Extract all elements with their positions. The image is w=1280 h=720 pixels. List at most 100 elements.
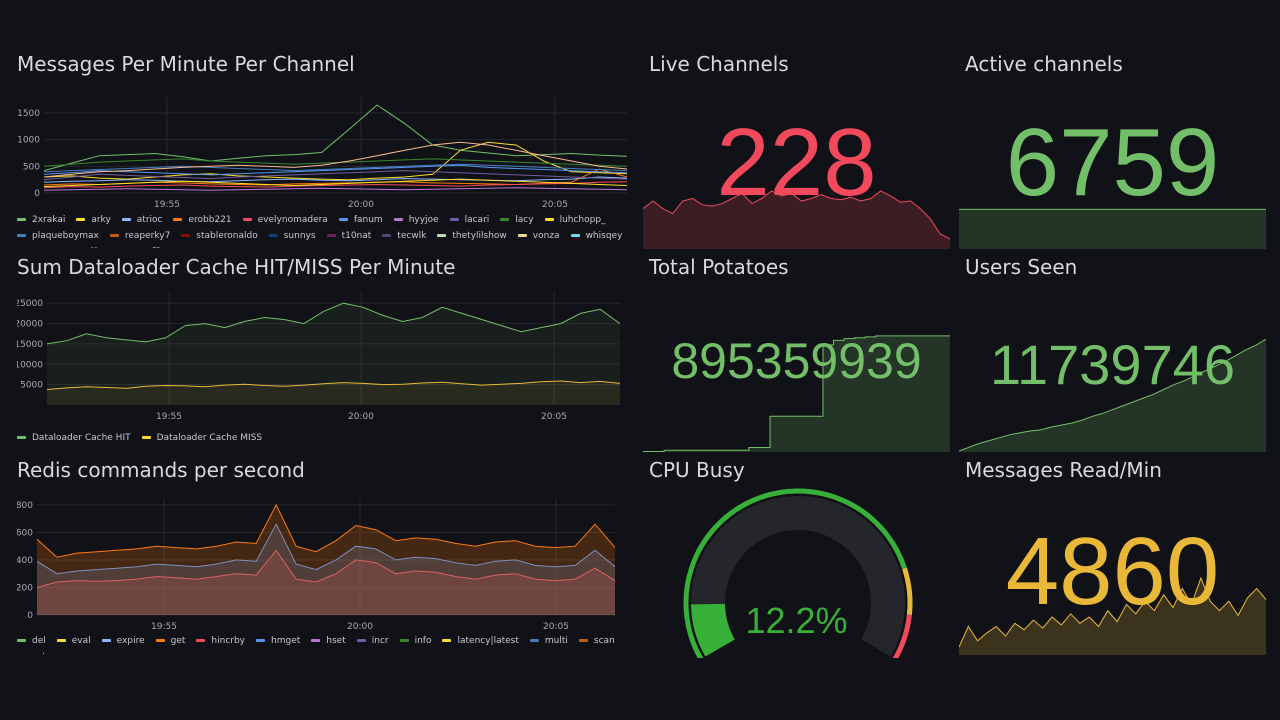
panel-title: Users Seen: [965, 255, 1078, 279]
series-line-get: [36, 503, 616, 558]
legend-item-plaqueboymax[interactable]: plaqueboymax: [17, 228, 99, 244]
legend-swatch: [517, 234, 527, 237]
cache-chart[interactable]: 5000 10000 15000 20000 25000 19:55 20:00 20:05: [17, 255, 631, 431]
legend-item-atrioc[interactable]: atrioc: [121, 212, 163, 228]
cache-hit-miss-panel[interactable]: Sum Dataloader Cache HIT/MISS Per Minute…: [17, 255, 631, 451]
active-channels-panel[interactable]: Active channels 6759: [959, 52, 1266, 249]
legend-item-del[interactable]: del: [17, 633, 46, 649]
legend-label: atrioc: [136, 215, 163, 225]
legend-item-hset[interactable]: hset: [311, 633, 346, 649]
legend-swatch: [141, 436, 151, 439]
legend-item-hyyjoe[interactable]: hyyjoe: [393, 212, 439, 228]
legend-item-lacari[interactable]: lacari: [449, 212, 489, 228]
legend-item-latency-latest[interactable]: latency|latest: [442, 633, 519, 649]
legend-swatch: [437, 234, 447, 237]
chart-legend: del eval expire get hincrby hmget hset incr info…: [17, 633, 631, 654]
total-potatoes-panel[interactable]: Total Potatoes 895359939: [643, 255, 950, 452]
legend-label: multi: [544, 636, 568, 646]
legend-item-yugi2x[interactable]: yugi2x: [59, 244, 104, 248]
legend-swatch: [196, 639, 206, 642]
legend-label: arky: [91, 215, 111, 225]
legend-item-stableronaldo[interactable]: stableronaldo: [181, 228, 258, 244]
legend-item-get[interactable]: get: [155, 633, 185, 649]
legend-item-info[interactable]: info: [399, 633, 431, 649]
legend-label: xqc: [32, 247, 48, 248]
legend-item-t10nat[interactable]: t10nat: [326, 228, 371, 244]
legend-swatch: [17, 639, 26, 642]
series-area: [37, 504, 615, 615]
gauge-value-arc: [691, 603, 736, 657]
series-area: [37, 550, 615, 615]
legend-item-fanum[interactable]: fanum: [338, 212, 383, 228]
legend-swatch: [17, 234, 26, 237]
y-tick-label: 25000: [17, 299, 43, 309]
series-line-evelynomadera: [43, 181, 628, 189]
users-seen-panel[interactable]: Users Seen 11739746: [959, 255, 1266, 452]
messages-per-minute-panel[interactable]: Messages Per Minute Per Channel 0 500 1000…: [17, 52, 631, 248]
total-potatoes-value: 895359939: [671, 333, 922, 389]
legend-item-arky[interactable]: arky: [76, 212, 111, 228]
legend-item-reaperky7[interactable]: reaperky7: [109, 228, 171, 244]
series-line-hmget: [36, 523, 616, 575]
legend-item-hmget[interactable]: hmget: [256, 633, 300, 649]
gauge-threshold: [902, 567, 913, 615]
users-seen-value: 11739746: [990, 333, 1235, 396]
panel-title: Sum Dataloader Cache HIT/MISS Per Minute: [17, 255, 456, 279]
redis-commands-panel[interactable]: Redis commands per second 0 200 400 600 800 1…: [17, 458, 631, 654]
legend-item-expire[interactable]: expire: [101, 633, 145, 649]
legend-swatch: [529, 639, 539, 642]
legend-item-2xrakai[interactable]: 2xrakai: [17, 212, 65, 228]
legend-item-vonza[interactable]: vonza: [517, 228, 560, 244]
legend-item-eval[interactable]: eval: [56, 633, 91, 649]
legend-item-sunnys[interactable]: sunnys: [268, 228, 316, 244]
legend-item-lacy[interactable]: lacy: [500, 212, 534, 228]
legend-label: hset: [326, 636, 346, 646]
legend-item-dataloader-cache-hit[interactable]: Dataloader Cache HIT: [17, 430, 131, 446]
sparkline-line: [959, 338, 1266, 452]
legend-label: lacy: [515, 215, 534, 225]
legend-item-dataloader-cache-miss[interactable]: Dataloader Cache MISS: [141, 430, 263, 446]
legend-item-multi[interactable]: multi: [529, 633, 568, 649]
panel-title: Live Channels: [649, 52, 789, 76]
legend-label: reaperky7: [124, 231, 171, 241]
cpu-busy-panel[interactable]: CPU Busy 12.2%: [643, 458, 950, 658]
legend-item-incr[interactable]: incr: [356, 633, 389, 649]
legend-label: Dataloader Cache HIT: [32, 433, 131, 443]
x-tick-label: 19:55: [151, 622, 177, 632]
legend-label: vonza: [532, 231, 560, 241]
series-line-lacari: [43, 170, 628, 181]
legend-item-hincrby[interactable]: hincrby: [196, 633, 245, 649]
legend-item-evelynomadera[interactable]: evelynomadera: [242, 212, 328, 228]
sparkline-line: [643, 335, 950, 452]
legend-label: sunnys: [283, 231, 316, 241]
y-tick-label: 20000: [17, 320, 43, 330]
legend-label: hincrby: [211, 636, 246, 646]
live-channels-value: 228: [716, 109, 877, 216]
series-line-lacy: [43, 158, 628, 167]
legend-swatch: [173, 218, 183, 221]
sparkline-line: [959, 576, 1266, 648]
legend-item-thetylilshow[interactable]: thetylilshow: [437, 228, 507, 244]
legend-label: yugi2x: [74, 247, 104, 248]
messages-read-panel[interactable]: Messages Read/Min 4860: [959, 458, 1266, 658]
legend-label: Dataloader Cache MISS: [156, 433, 263, 443]
legend-item-luhchopp-[interactable]: luhchopp_: [544, 212, 606, 228]
legend-swatch: [155, 639, 165, 642]
legend-item-erobb221[interactable]: erobb221: [173, 212, 232, 228]
messages-chart[interactable]: 0 500 1000 1500 19:55 20:00 20:05: [17, 52, 631, 212]
legend-item-xqc[interactable]: xqc: [17, 244, 48, 248]
legend-label: plaqueboymax: [32, 231, 99, 241]
legend-item-scan[interactable]: scan: [578, 633, 615, 649]
redis-chart[interactable]: 0 200 400 600 800 19:55 20:00 20:05: [17, 458, 631, 634]
legend-item-whisqey[interactable]: whisqey: [570, 228, 622, 244]
y-tick-label: 600: [17, 528, 33, 538]
active-channels-value: 6759: [1005, 109, 1220, 216]
legend-item-set[interactable]: set: [17, 649, 46, 654]
legend-swatch: [500, 218, 510, 221]
legend-swatch: [570, 234, 580, 237]
legend-swatch: [578, 639, 588, 642]
messages-read-value: 4860: [1005, 518, 1220, 625]
live-channels-panel[interactable]: Live Channels 228: [643, 52, 950, 249]
legend-item-tecwlk[interactable]: tecwlk: [382, 228, 426, 244]
legend-item-yusuf7n[interactable]: yusuf7n: [115, 244, 166, 248]
